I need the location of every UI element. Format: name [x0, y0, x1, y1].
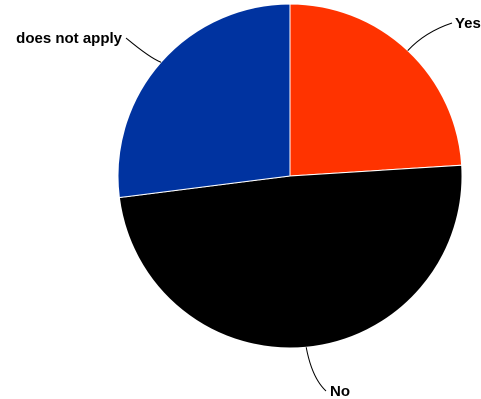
slice-does-not-apply — [117, 3, 291, 199]
pie-slices — [117, 3, 463, 349]
leader-line-no — [305, 347, 327, 392]
leader-line-does-not-apply — [125, 37, 162, 63]
label-does-not-apply: does not apply — [16, 30, 123, 47]
slice-no — [118, 164, 463, 349]
leader-line-yes — [407, 22, 453, 51]
label-no: No — [330, 383, 350, 399]
label-yes: Yes — [455, 15, 481, 32]
slice-labels: Yes No does not apply — [16, 15, 481, 399]
leader-lines — [125, 22, 453, 392]
